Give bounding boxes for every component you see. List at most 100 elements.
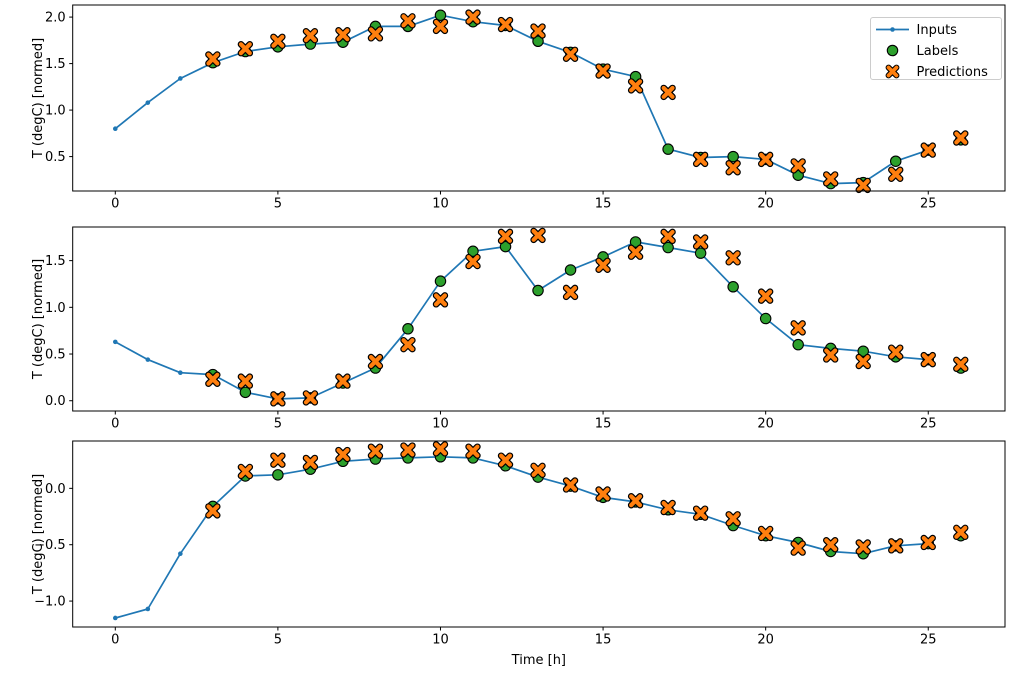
labels-point [402,323,414,335]
predictions-point [629,245,643,259]
legend: Inputs Labels Predictions [870,17,1002,80]
inputs-point [145,100,151,105]
predictions-point [238,42,252,56]
inputs-line [114,14,929,185]
predictions-point [433,293,447,307]
inputs-point [112,339,118,345]
inputs-point [145,357,151,362]
predictions-point [433,442,447,456]
predictions-point [596,487,610,501]
predictions-point [336,448,350,462]
x-tick-label: 25 [920,197,937,212]
predictions-point [759,152,773,166]
predictions-point [271,453,285,467]
predictions-point [954,131,968,145]
labels-point [759,312,772,325]
labels-point [532,35,544,48]
predictions-point [759,289,773,303]
predictions-point [303,455,317,469]
axes-spines [72,4,1006,192]
predictions-point [889,539,903,553]
predictions-point [791,541,805,555]
subplot-3: 0 5 10 15 20 25 −1.0 −0.5 0.0T (degC) [normed] Ti… [31,440,1006,668]
predictions-point [694,506,708,520]
predictions-point [629,79,643,93]
labels-point [889,155,902,167]
y-tick-label: 2.0 [45,11,66,26]
labels-point [434,9,447,21]
subplot-2: 0 5 10 15 20 25 0.0 0.5 1.0 1.5T (degC) [normed] [31,226,1006,432]
predictions-point [238,464,252,478]
x-tick-label: 5 [274,633,282,648]
predictions-point [206,52,220,66]
predictions-point [921,353,935,367]
x-tick-label: 0 [111,197,119,212]
labels-point [499,240,512,253]
predictions-point [726,512,740,526]
labels-point [272,469,284,481]
inputs-line [114,241,929,400]
legend-predictions-marker [886,65,899,78]
predictions-point [499,229,513,243]
predictions-point [564,478,578,492]
labels-point [662,143,674,155]
predictions-point [531,228,545,242]
y-tick-label: 1.0 [45,104,66,119]
predictions-point [889,167,903,181]
x-tick-label: 5 [274,417,282,432]
labels-point [629,236,642,248]
axes-spines [72,440,1006,628]
predictions-point [206,372,220,386]
legend-entry-label: Predictions [917,65,989,80]
legend-inputs-dot [890,27,895,32]
predictions-point [466,10,480,24]
predictions-point [368,444,382,458]
y-axis-label: T (degC) [normed] [31,474,46,595]
labels-point [662,241,674,254]
x-tick-label: 25 [920,417,937,432]
predictions-point [303,29,317,43]
y-tick-label: 1.5 [45,254,66,269]
x-tick-label: 20 [757,633,774,648]
predictions-point [824,172,838,186]
predictions-point [954,357,968,371]
predictions-point [531,463,545,477]
y-axis-label: T (degC) [normed] [31,259,46,380]
y-tick-label: 1.5 [45,57,66,72]
y-axis-label: T (degC) [normed] [31,38,46,159]
predictions-point [206,504,220,518]
y-tick-label: −0.5 [34,538,66,553]
predictions-point [499,453,513,467]
y-tick-label: 0.5 [45,348,66,363]
y-tick-label: 0.5 [45,150,66,165]
inputs-point [145,606,151,612]
predictions-point [856,178,870,192]
x-tick-label: 0 [111,417,119,432]
y-tick-label: −1.0 [34,595,66,610]
labels-point [467,245,479,258]
predictions-point [694,235,708,249]
x-tick-label: 0 [111,633,119,648]
predictions-point [336,374,350,388]
legend-entry-label: Labels [917,44,959,59]
predictions-point [368,354,382,368]
predictions-point [921,143,935,157]
x-tick-label: 20 [757,197,774,212]
predictions-point [466,444,480,458]
predictions-point [824,348,838,362]
predictions-point [661,229,675,243]
predictions-point [596,64,610,78]
y-tick-label: 1.0 [45,301,66,316]
inputs-point [112,126,118,131]
x-tick-label: 15 [595,417,612,432]
labels-point [694,247,707,259]
predictions-point [726,251,740,265]
predictions-point [661,501,675,515]
predictions-point [303,391,317,405]
y-tick-label: 0.0 [45,482,66,497]
predictions-point [954,525,968,539]
inputs-point [178,551,183,557]
x-tick-label: 20 [757,417,774,432]
legend-box [870,17,1002,80]
